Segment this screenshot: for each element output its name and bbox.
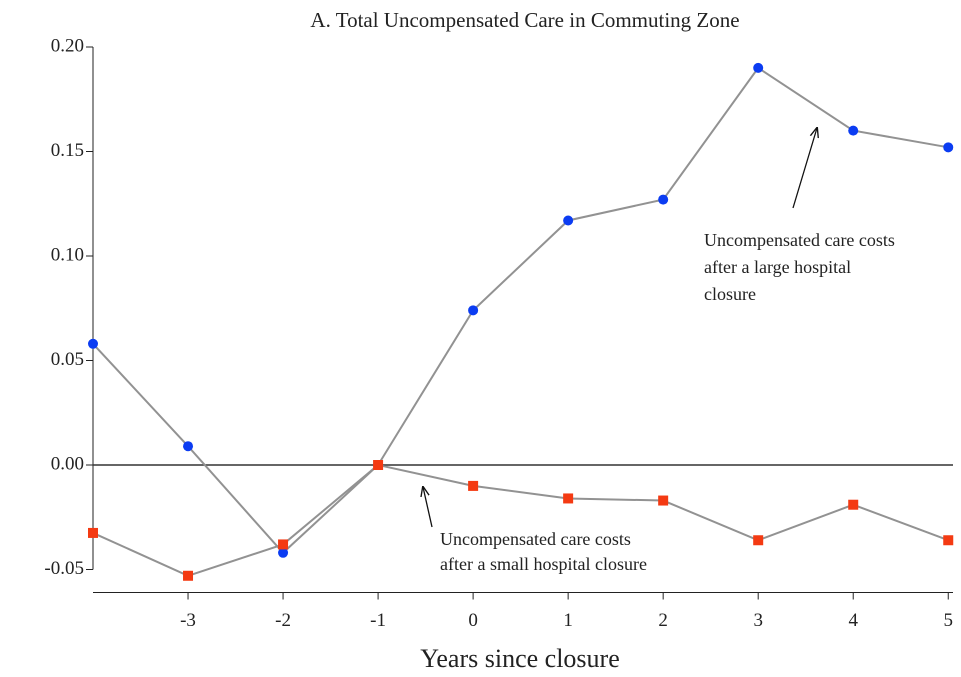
data-point (278, 547, 289, 558)
x-tick-label: -2 (275, 610, 291, 631)
data-point (183, 441, 194, 452)
annotation-arrow (423, 487, 433, 528)
series-line (92, 463, 949, 577)
data-point (183, 570, 194, 581)
data-point (848, 125, 859, 136)
data-point (88, 527, 98, 538)
series-line (92, 66, 949, 555)
data-point (278, 539, 289, 550)
annotation-text: Uncompensated care costs (704, 230, 895, 250)
annotation-text: after a small hospital closure (440, 554, 647, 574)
y-tick-label: 0.05 (51, 349, 84, 370)
y-tick-label: 0.20 (51, 35, 84, 56)
data-point (468, 305, 479, 316)
x-tick-label: -3 (180, 610, 196, 631)
data-point (373, 460, 384, 471)
data-point (88, 338, 98, 349)
data-point (468, 480, 479, 491)
y-tick-label: -0.05 (44, 558, 84, 579)
x-axis-label: Years since closure (420, 644, 620, 673)
data-point (563, 493, 574, 504)
x-tick-label: 2 (658, 610, 668, 631)
data-point (753, 62, 764, 73)
annotation-arrow (792, 128, 817, 209)
data-point (658, 194, 669, 205)
x-tick-label: 0 (468, 610, 478, 631)
x-tick-label: 4 (848, 610, 858, 631)
chart-title: A. Total Uncompensated Care in Commuting… (310, 8, 739, 32)
x-tick-label: -1 (370, 610, 386, 631)
x-tick-label: 1 (563, 610, 573, 631)
y-tick-label: 0.15 (51, 140, 84, 161)
data-point (943, 535, 954, 546)
y-tick-label: 0.00 (51, 453, 84, 474)
x-tick-label: 3 (753, 610, 763, 631)
data-point (848, 499, 859, 510)
data-point (563, 215, 574, 226)
annotation-text: after a large hospital (704, 257, 851, 277)
data-point (658, 495, 669, 506)
x-tick-label: 5 (943, 610, 953, 631)
y-tick-label: 0.10 (51, 244, 84, 265)
data-point (753, 535, 764, 546)
data-point (943, 142, 954, 153)
annotation-text: closure (704, 284, 756, 304)
annotation-text: Uncompensated care costs (440, 529, 631, 549)
